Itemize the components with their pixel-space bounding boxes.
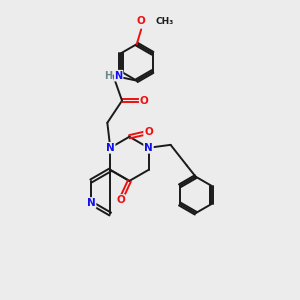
Text: O: O — [137, 16, 146, 26]
Text: O: O — [144, 127, 153, 137]
Text: N: N — [114, 71, 123, 81]
Text: CH₃: CH₃ — [156, 17, 174, 26]
Text: O: O — [140, 96, 148, 106]
Text: N: N — [106, 143, 115, 153]
Text: N: N — [144, 143, 153, 153]
Text: O: O — [116, 195, 125, 205]
Text: N: N — [87, 198, 95, 208]
Text: H: H — [104, 71, 112, 81]
